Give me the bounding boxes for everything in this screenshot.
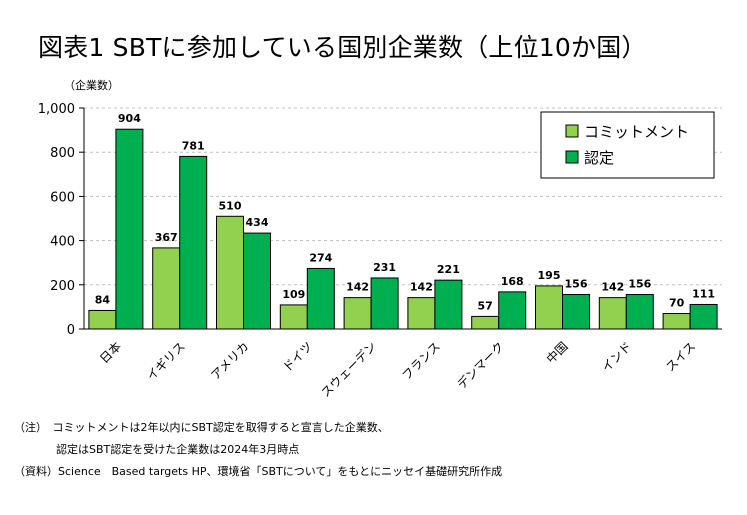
data-label: 142 [601, 281, 624, 294]
y-tick-label: 800 [50, 146, 75, 161]
axis-layer: 0 200 400 600 800 1,000 （企業数） [38, 78, 722, 338]
legend-box [540, 111, 715, 179]
x-category-label: デンマーク [454, 339, 507, 392]
bar-commitment [407, 297, 436, 330]
data-label: 142 [410, 281, 433, 294]
y-axis-unit-label: （企業数） [64, 78, 119, 92]
source-note: （資料）Science Based targets HP、環境省「SBTについて… [14, 465, 503, 478]
x-category-label: インド [599, 339, 634, 374]
bar-certified [243, 232, 271, 330]
data-label: 367 [155, 231, 178, 244]
bar-certified [306, 267, 335, 330]
data-label: 111 [692, 287, 715, 300]
bar-commitment [152, 247, 181, 330]
x-category-label: スウェーデン [318, 339, 380, 401]
data-label: 510 [219, 199, 242, 212]
x-category-label: スイス [663, 339, 698, 374]
data-label: 231 [373, 261, 396, 274]
bar-commitment [88, 309, 117, 330]
bar-commitment [216, 215, 244, 330]
y-tick-label: 400 [50, 235, 75, 250]
bar-certified [179, 155, 208, 330]
data-label: 274 [309, 251, 332, 264]
bar-certified [625, 294, 654, 330]
data-label: 70 [669, 297, 685, 310]
y-tick-label: 600 [50, 190, 75, 205]
bar-commitment [598, 297, 627, 330]
legend-swatch [565, 150, 579, 164]
bar-commitment [343, 297, 372, 330]
bar-certified [498, 291, 527, 330]
note-line-2: 認定はSBT認定を受けた企業数は2024年3月時点 [56, 443, 300, 456]
x-category-label: 中国 [543, 339, 571, 367]
grid-layer [84, 107, 722, 286]
y-tick-label: 1,000 [38, 102, 75, 117]
bar-commitment [535, 285, 563, 330]
data-label: 57 [478, 299, 493, 312]
chart-title: 図表1 SBTに参加している国別企業数（上位10か国） [38, 33, 647, 62]
x-category-label: 日本 [97, 339, 124, 366]
data-label: 434 [246, 216, 269, 229]
legend-label: コミットメント [584, 123, 689, 141]
legend-swatch [565, 124, 579, 138]
bar-layer [88, 128, 718, 330]
bar-certified [434, 279, 463, 330]
legend-label: 認定 [584, 149, 614, 167]
x-category-label: イギリス [144, 339, 188, 383]
bar-certified [370, 277, 399, 330]
data-label: 156 [565, 278, 588, 291]
bar-commitment [471, 315, 500, 330]
x-category-label: ドイツ [280, 339, 315, 374]
data-label: 109 [282, 288, 305, 301]
data-label: 904 [118, 112, 141, 125]
bar-certified [562, 294, 590, 330]
note-line-1: （注） コミットメントは2年以内にSBT認定を取得すると宣言した企業数、 [14, 421, 389, 434]
data-label: 142 [346, 281, 369, 294]
y-tick-label: 0 [67, 323, 75, 338]
x-category-label: アメリカ [208, 339, 251, 382]
bar-certified [689, 303, 718, 330]
bar-certified [115, 128, 144, 330]
data-label: 195 [538, 269, 561, 282]
bar-commitment [662, 313, 691, 330]
bar-chart: 0 200 400 600 800 1,000 （企業数） 84 904 日本 367 781 イギリ… [38, 78, 722, 401]
bar-commitment [279, 304, 308, 330]
data-label: 156 [628, 278, 651, 291]
y-tick-label: 200 [50, 279, 75, 294]
x-category-label: フランス [399, 339, 443, 383]
data-label: 781 [182, 139, 205, 152]
data-label: 84 [95, 293, 111, 306]
data-label: 221 [437, 263, 460, 276]
data-label: 168 [501, 275, 524, 288]
